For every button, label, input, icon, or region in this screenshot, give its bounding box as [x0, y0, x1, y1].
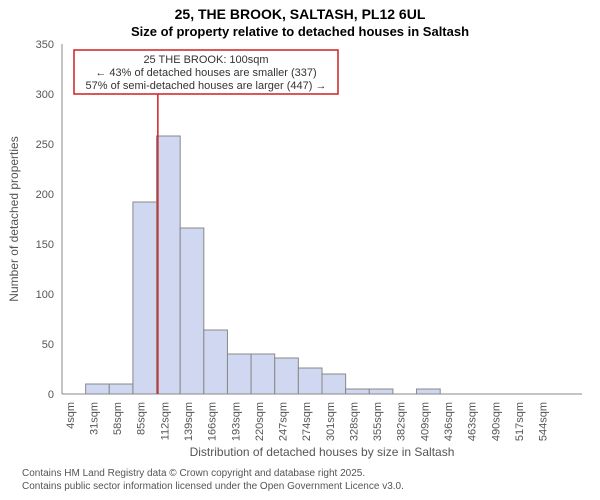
footer-line1: Contains HM Land Registry data © Crown c…	[22, 468, 404, 481]
histogram-bar	[417, 389, 441, 394]
histogram-bar	[346, 389, 370, 394]
histogram-bar	[133, 202, 157, 394]
ytick-label: 0	[48, 389, 54, 401]
histogram-bar	[157, 136, 181, 394]
ytick-label: 250	[36, 139, 54, 151]
xtick-label: 58sqm	[112, 402, 124, 435]
xtick-label: 247sqm	[278, 402, 290, 441]
histogram-bar	[204, 330, 228, 394]
xtick-label: 193sqm	[230, 402, 242, 441]
histogram-bar	[369, 389, 393, 394]
ytick-label: 300	[36, 89, 54, 101]
xtick-label: 85sqm	[136, 402, 148, 435]
ytick-label: 50	[42, 339, 54, 351]
y-axis-label: Number of detached properties	[7, 136, 21, 301]
xtick-label: 544sqm	[538, 402, 550, 441]
callout-line1: 25 THE BROOK: 100sqm	[143, 54, 268, 66]
xtick-label: 31sqm	[88, 402, 100, 435]
histogram-bar	[251, 354, 275, 394]
ytick-label: 200	[36, 189, 54, 201]
xtick-label: 112sqm	[159, 402, 171, 440]
histogram-bar	[180, 228, 204, 394]
xtick-label: 355sqm	[372, 402, 384, 441]
xtick-label: 490sqm	[490, 402, 502, 441]
histogram-bar	[109, 384, 133, 394]
histogram-bar	[298, 368, 322, 394]
histogram-bar	[86, 384, 110, 394]
xtick-label: 166sqm	[207, 402, 219, 441]
ytick-label: 150	[36, 239, 54, 251]
xtick-label: 409sqm	[419, 402, 431, 441]
histogram-bar	[322, 374, 346, 394]
callout-line2: ← 43% of detached houses are smaller (33…	[95, 67, 316, 79]
xtick-label: 436sqm	[443, 402, 455, 441]
xtick-label: 139sqm	[183, 402, 195, 441]
xtick-label: 4sqm	[65, 402, 77, 429]
xtick-label: 463sqm	[467, 402, 479, 441]
chart-area: 0 50 100 150 200 250 300 350 4sqm 31sqm 58sqm 85sqm…	[0, 0, 600, 475]
callout-line3: 57% of semi-detached houses are larger (…	[86, 80, 327, 92]
xtick-label: 517sqm	[514, 402, 526, 441]
xtick-label: 220sqm	[254, 402, 266, 441]
xtick-label: 328sqm	[348, 402, 360, 441]
histogram-chart: 0 50 100 150 200 250 300 350 4sqm 31sqm 58sqm 85sqm…	[0, 0, 600, 470]
histogram-bar	[275, 358, 299, 394]
footer-line2: Contains public sector information licen…	[22, 481, 404, 494]
histogram-bar	[227, 354, 251, 394]
xtick-label: 274sqm	[301, 402, 313, 441]
x-axis-label: Distribution of detached houses by size …	[190, 445, 455, 459]
xtick-label: 382sqm	[396, 402, 408, 441]
ytick-label: 100	[36, 289, 54, 301]
ytick-label: 350	[36, 39, 54, 51]
xtick-label: 301sqm	[325, 402, 337, 441]
footer-text: Contains HM Land Registry data © Crown c…	[22, 468, 404, 493]
